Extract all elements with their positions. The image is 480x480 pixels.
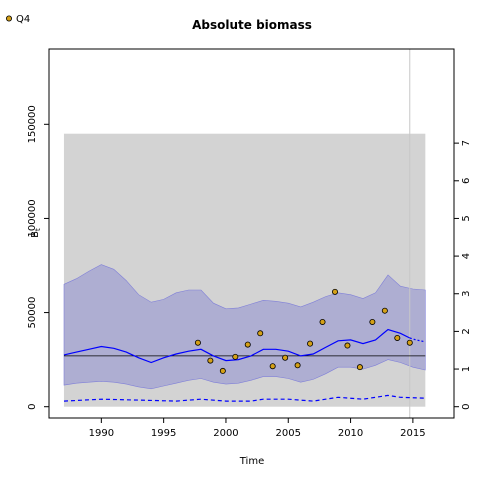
y2-tick-label: 6	[461, 178, 472, 184]
data-point-q4	[356, 364, 363, 371]
data-point-q4	[244, 341, 251, 348]
y-tick-label: 0	[27, 404, 38, 410]
y2-tick-label: 2	[461, 328, 472, 334]
lower-dashed-line	[63, 394, 426, 402]
y-tick-label: 100000	[27, 199, 38, 237]
x-tick-label: 2010	[338, 428, 363, 439]
y2-tick-label: 4	[461, 253, 472, 259]
y2-tick-label: 1	[461, 366, 472, 372]
confidence-band	[63, 264, 426, 390]
data-point-q4	[207, 357, 214, 364]
x-tick-label: 2005	[276, 428, 301, 439]
data-point-q4	[344, 342, 351, 349]
data-point-q4	[381, 307, 388, 314]
data-point-q4	[331, 288, 338, 295]
y2-tick-label: 0	[461, 404, 472, 410]
x-tick-label: 1995	[151, 428, 176, 439]
data-point-q4	[194, 339, 201, 346]
y-axis-label: Bt	[30, 228, 42, 238]
x-tick-label: 2015	[400, 428, 425, 439]
y2-axis: 0 1 2 3 4 5 6 7	[454, 140, 472, 410]
data-point-q4	[232, 353, 239, 360]
data-point-q4	[319, 318, 326, 325]
x-axis-label: Time	[239, 456, 264, 467]
y2-tick-label: 3	[461, 291, 472, 297]
legend-label-q4: Q4	[16, 14, 30, 25]
data-point-q4	[406, 339, 413, 346]
median-line	[63, 328, 411, 364]
data-point-q4	[369, 318, 376, 325]
prior-region	[63, 133, 426, 407]
legend: Q4	[6, 14, 30, 25]
data-point-q4	[269, 363, 276, 370]
y2-tick-label: 7	[461, 140, 472, 146]
data-point-q4	[257, 330, 264, 337]
legend-marker-q4	[6, 15, 12, 22]
y-tick-label: 150000	[27, 105, 38, 143]
plot-area	[63, 49, 426, 418]
plot-frame	[48, 48, 455, 419]
data-point-q4	[294, 362, 301, 369]
x-tick-label: 2000	[213, 428, 238, 439]
chart-title: Absolute biomass	[192, 18, 312, 32]
data-point-q4	[282, 354, 289, 361]
y-axis: 0 50000 100000 150000	[27, 105, 49, 410]
data-point-q4	[307, 340, 314, 347]
median-forecast-line	[409, 337, 426, 343]
y2-tick-label: 5	[461, 215, 472, 221]
x-axis: 1990 1995 2000 2005 2010 2015	[89, 418, 426, 439]
data-point-q4	[219, 367, 226, 374]
y-tick-label: 50000	[27, 297, 38, 329]
x-tick-label: 1990	[89, 428, 114, 439]
data-point-q4	[394, 334, 401, 341]
